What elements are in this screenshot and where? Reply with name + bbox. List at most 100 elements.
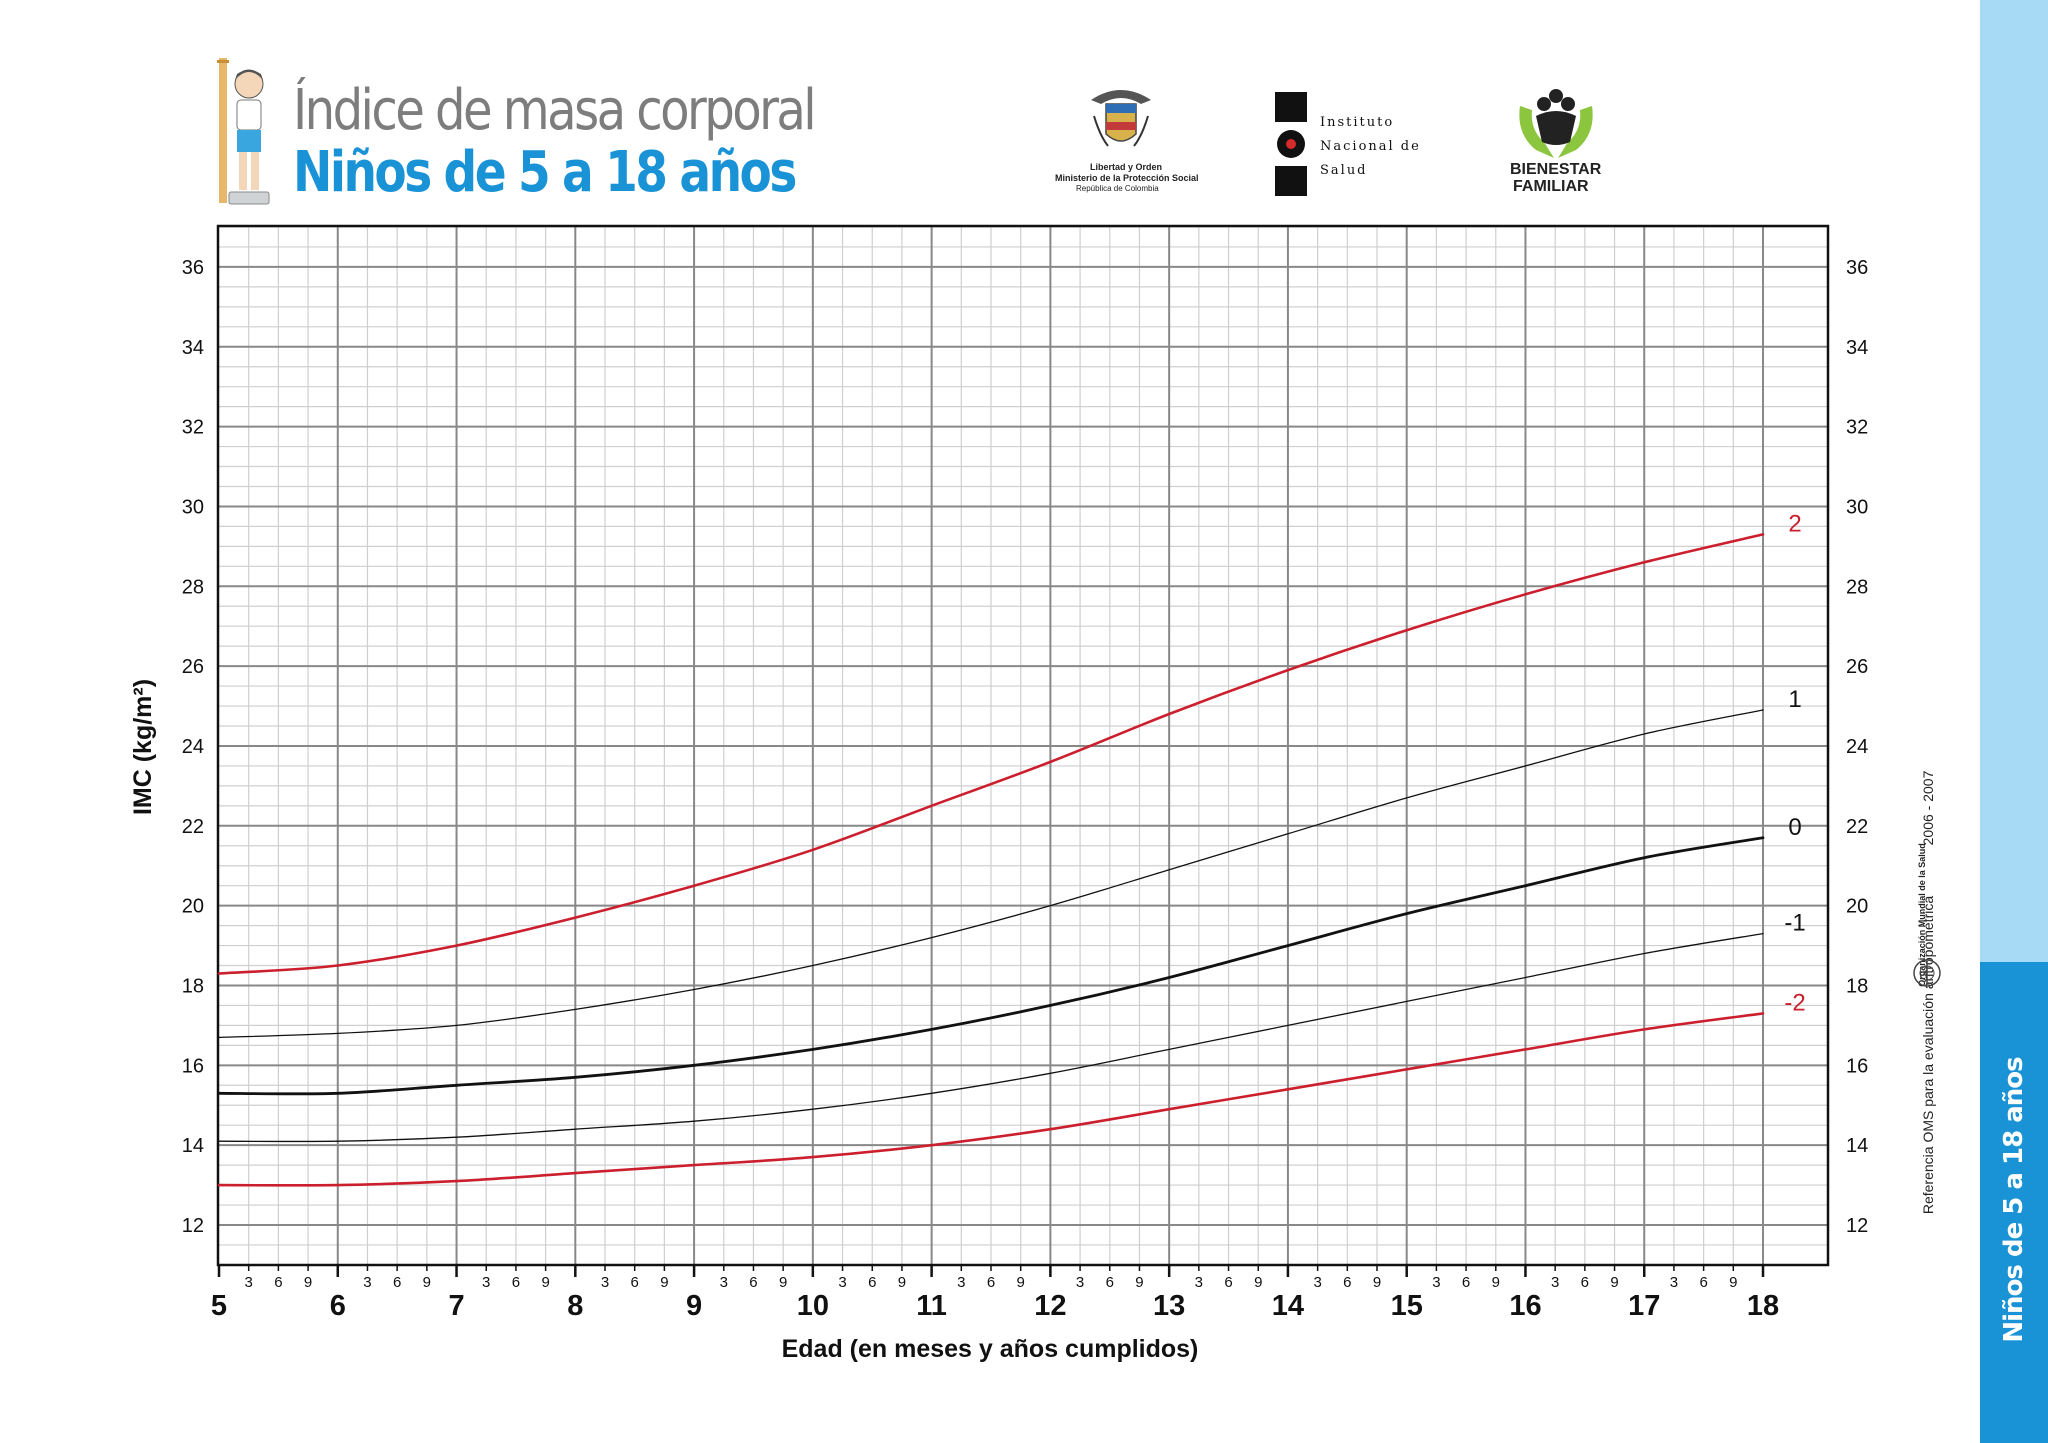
- year-tick-label: 12: [1034, 1290, 1066, 1322]
- y-tick-label-right: 20: [1846, 896, 1868, 918]
- month-tick-label: 6: [868, 1274, 876, 1291]
- y-tick-label-left: 34: [182, 337, 204, 359]
- month-tick-label: 3: [838, 1274, 846, 1291]
- bienestar-familiar-logo-icon: [1519, 89, 1593, 158]
- month-tick-label: 9: [1492, 1274, 1500, 1291]
- curve-label-z-1: -1: [1784, 910, 1805, 937]
- y-tick-label-right: 32: [1846, 417, 1868, 439]
- ins-name-line3: Salud: [1320, 163, 1368, 178]
- month-tick-label: 3: [363, 1274, 371, 1291]
- curve-z-2: [217, 1012, 1765, 1187]
- minsalud-motto: Libertad y Orden: [1090, 162, 1163, 172]
- month-tick-label: 6: [274, 1274, 282, 1291]
- y-axis-title: IMC (kg/m²): [129, 679, 157, 815]
- month-tick-label: 6: [393, 1274, 401, 1291]
- month-tick-label: 9: [1373, 1274, 1381, 1291]
- y-tick-label-right: 22: [1846, 816, 1868, 838]
- y-tick-label-left: 22: [182, 816, 204, 838]
- year-tick-label: 9: [686, 1290, 702, 1322]
- month-tick-label: 3: [1432, 1274, 1440, 1291]
- y-tick-label-right: 24: [1846, 736, 1868, 758]
- year-tick-label: 14: [1272, 1290, 1304, 1322]
- year-tick-label: 16: [1509, 1290, 1541, 1322]
- month-tick-label: 3: [601, 1274, 609, 1291]
- x-axis-title: Edad (en meses y años cumplidos): [782, 1335, 1199, 1363]
- month-tick-label: 6: [1343, 1274, 1351, 1291]
- year-tick-label: 18: [1747, 1290, 1779, 1322]
- plot-frame: [216, 224, 1830, 1267]
- minsalud-name: Ministerio de la Protección Social: [1055, 173, 1199, 183]
- year-tick-label: 17: [1628, 1290, 1660, 1322]
- month-tick-label: 6: [987, 1274, 995, 1291]
- y-tick-label-left: 16: [182, 1055, 204, 1077]
- month-tick-label: 9: [304, 1274, 312, 1291]
- y-tick-label-left: 30: [182, 496, 204, 518]
- y-tick-label-right: 16: [1846, 1055, 1868, 1077]
- y-tick-label-right: 26: [1846, 656, 1868, 678]
- month-tick-label: 6: [749, 1274, 757, 1291]
- month-tick-label: 9: [541, 1274, 549, 1291]
- curve-z-1: [218, 932, 1764, 1143]
- month-tick-label: 6: [631, 1274, 639, 1291]
- curve-z0: [217, 836, 1765, 1096]
- year-tick-label: 11: [916, 1290, 947, 1322]
- y-tick-label-left: 36: [182, 257, 204, 279]
- month-tick-label: 9: [660, 1274, 668, 1291]
- month-tick-label: 6: [1699, 1274, 1707, 1291]
- page-title: Índice de masa corporal: [293, 78, 817, 143]
- y-tick-label-right: 34: [1846, 337, 1868, 359]
- colombia-coat-of-arms-icon: [1091, 90, 1151, 147]
- boy-on-scale-icon: [217, 58, 270, 205]
- month-tick-label: 3: [245, 1274, 253, 1291]
- month-tick-label: 9: [1017, 1274, 1025, 1291]
- month-tick-label: 3: [1076, 1274, 1084, 1291]
- month-tick-label: 3: [1670, 1274, 1678, 1291]
- y-tick-label-right: 18: [1846, 975, 1868, 997]
- month-tick-label: 9: [898, 1274, 906, 1291]
- curve-z1: [218, 709, 1764, 1039]
- month-tick-label: 9: [1254, 1274, 1262, 1291]
- y-tick-label-left: 20: [182, 896, 204, 918]
- major-grid: [218, 226, 1828, 1265]
- month-tick-label: 9: [1610, 1274, 1618, 1291]
- year-tick-label: 15: [1391, 1290, 1423, 1322]
- y-tick-label-left: 28: [182, 576, 204, 598]
- y-tick-label-right: 36: [1846, 257, 1868, 279]
- y-tick-label-left: 26: [182, 656, 204, 678]
- curve-label-z-2: -2: [1784, 989, 1805, 1016]
- sidebar-light-band: [1980, 0, 2048, 962]
- z-score-curves: [217, 533, 1765, 1187]
- month-tick-label: 3: [1551, 1274, 1559, 1291]
- sidebar-tab: [1980, 962, 2048, 1443]
- month-tick-label: 6: [1106, 1274, 1114, 1291]
- y-tick-label-left: 18: [182, 975, 204, 997]
- curve-z2: [217, 533, 1765, 975]
- curve-label-z1: 1: [1788, 686, 1801, 713]
- year-tick-label: 7: [448, 1290, 464, 1322]
- month-tick-label: 9: [1135, 1274, 1143, 1291]
- month-tick-label: 3: [1195, 1274, 1203, 1291]
- y-tick-label-right: 30: [1846, 496, 1868, 518]
- ins-name-line2: Nacional de: [1320, 139, 1421, 154]
- oms-emblem-icon: [1913, 959, 1941, 987]
- icbf-name-line2: FAMILIAR: [1513, 178, 1589, 195]
- year-tick-label: 6: [330, 1290, 346, 1322]
- minsalud-country: República de Colombia: [1076, 184, 1159, 193]
- y-tick-label-right: 14: [1846, 1135, 1868, 1157]
- month-tick-label: 9: [423, 1274, 431, 1291]
- month-tick-label: 6: [1224, 1274, 1232, 1291]
- page-subtitle: Niños de 5 a 18 años: [293, 140, 797, 205]
- ins-name-line1: Instituto: [1320, 115, 1395, 130]
- month-tick-label: 6: [1462, 1274, 1470, 1291]
- month-tick-label: 9: [779, 1274, 787, 1291]
- curve-label-z2: 2: [1788, 510, 1801, 537]
- year-tick-label: 8: [567, 1290, 583, 1322]
- y-tick-label-right: 12: [1846, 1215, 1868, 1237]
- ins-logo-icon: [1275, 92, 1307, 196]
- icbf-name-line1: BIENESTAR: [1510, 161, 1602, 178]
- month-tick-label: 9: [1729, 1274, 1737, 1291]
- month-tick-label: 3: [957, 1274, 965, 1291]
- x-axis-ticks: [217, 1265, 1765, 1277]
